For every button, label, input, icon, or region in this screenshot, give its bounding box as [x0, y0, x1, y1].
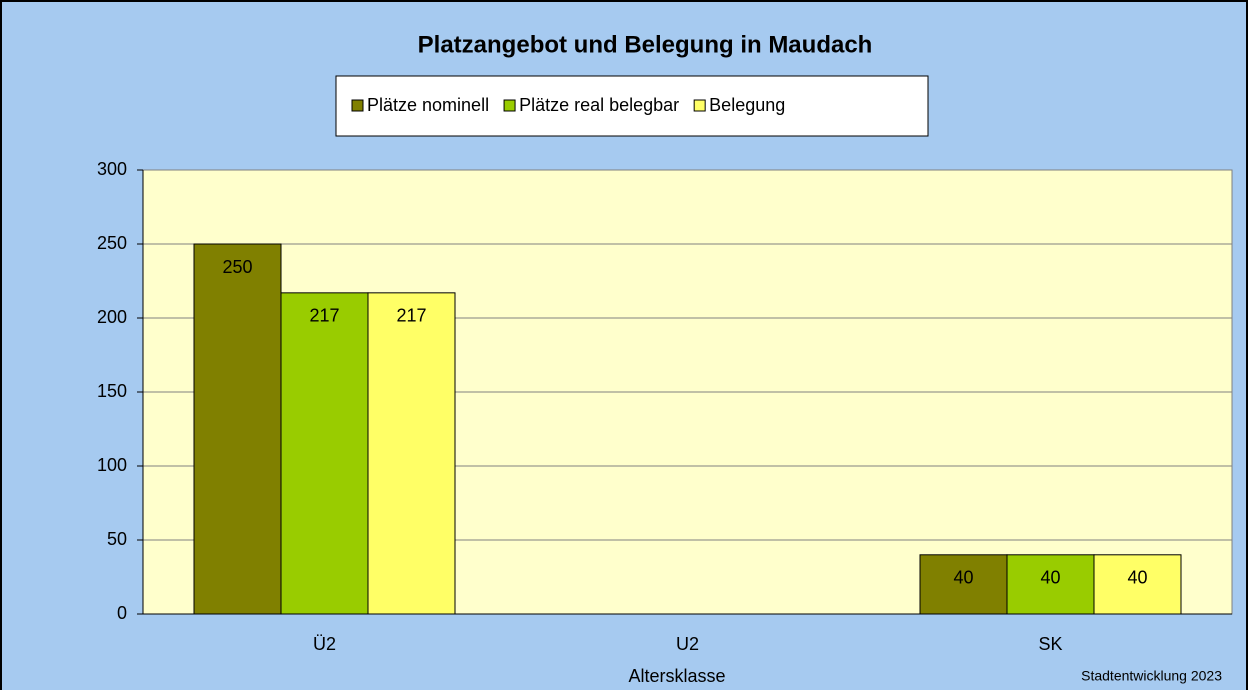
value-label: 40: [1127, 568, 1147, 588]
y-tick-label: 250: [97, 233, 127, 253]
y-tick-label: 200: [97, 307, 127, 327]
bar: [280, 292, 369, 615]
x-tick-label: SK: [1038, 634, 1062, 654]
y-tick-label: 100: [97, 455, 127, 475]
legend-swatch: [693, 99, 706, 112]
legend-label: Plätze nominell: [367, 95, 489, 115]
bar: [193, 243, 282, 615]
legend-box: [335, 75, 929, 137]
x-tick-label: Ü2: [313, 634, 336, 654]
x-tick-label: U2: [676, 634, 699, 654]
y-tick-label: 300: [97, 159, 127, 179]
bar: [367, 292, 456, 615]
bar: [919, 554, 1008, 615]
value-label: 217: [396, 306, 426, 326]
legend-label: Belegung: [709, 95, 785, 115]
y-tick-label: 150: [97, 381, 127, 401]
legend-swatch: [503, 99, 516, 112]
y-tick-label: 0: [117, 603, 127, 623]
legend-label: Plätze real belegbar: [519, 95, 679, 115]
value-label: 40: [1040, 568, 1060, 588]
chart-title: Platzangebot und Belegung in Maudach: [418, 31, 873, 58]
legend-swatch: [351, 99, 364, 112]
value-label: 40: [953, 568, 973, 588]
source-note: Stadtentwicklung 2023: [1081, 668, 1222, 684]
x-axis-title: Altersklasse: [628, 666, 725, 686]
y-tick-label: 50: [107, 529, 127, 549]
bar: [1093, 554, 1182, 615]
value-label: 217: [309, 306, 339, 326]
value-label: 250: [222, 257, 252, 277]
